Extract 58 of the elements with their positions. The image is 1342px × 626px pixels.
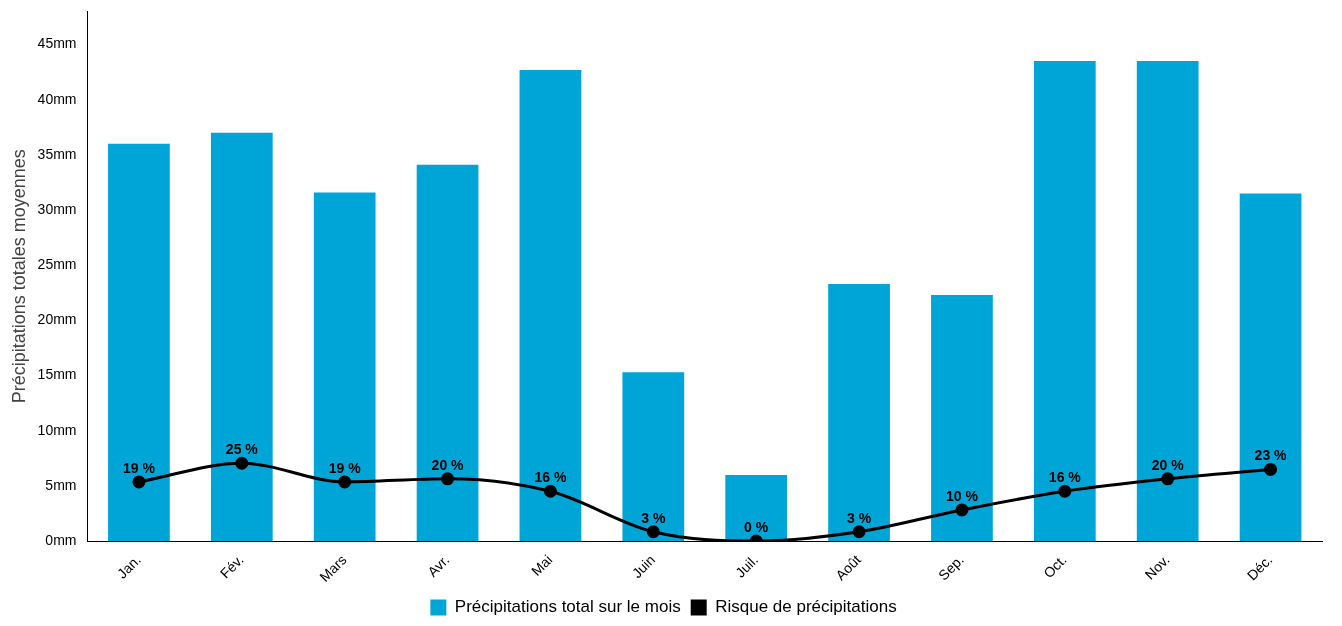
y-tick-label: 40mm <box>37 90 77 107</box>
x-tick-label: Nov. <box>1141 551 1173 583</box>
bar <box>622 372 685 542</box>
data-label: 20 % <box>431 456 465 473</box>
y-tick-label: 10mm <box>37 421 77 438</box>
point <box>132 475 146 489</box>
bar <box>416 164 479 542</box>
data-label: 0 % <box>744 518 769 535</box>
data-label: 16 % <box>1048 469 1082 486</box>
point <box>338 475 352 489</box>
data-label: 20 % <box>1151 456 1185 473</box>
x-tick-label: Juin <box>628 551 659 582</box>
y-axis-title: Précipitations totales moyennes <box>8 149 29 404</box>
y-tick-label: 35mm <box>37 145 77 162</box>
data-label: 25 % <box>225 441 259 458</box>
data-label: 3 % <box>641 509 666 526</box>
x-tick-label: Fév. <box>216 551 247 582</box>
x-tick-label: Sep. <box>935 551 967 584</box>
legend-label: Précipitations total sur le mois <box>454 597 681 617</box>
y-tick-label: 15mm <box>37 366 77 383</box>
data-label: 19 % <box>122 459 156 476</box>
x-tick-label: Oct. <box>1040 551 1070 582</box>
bar <box>931 295 993 542</box>
point <box>646 525 660 539</box>
point <box>441 472 455 486</box>
bar <box>519 69 582 542</box>
y-tick-label: 25mm <box>37 256 77 273</box>
data-label: 16 % <box>534 469 567 486</box>
point <box>1058 484 1072 498</box>
legend-label: Risque de précipitations <box>715 597 897 617</box>
y-tick-label: 20mm <box>37 311 77 328</box>
point <box>955 503 969 517</box>
data-label: 10 % <box>945 487 979 504</box>
point <box>1161 472 1175 486</box>
y-tick-label: 5mm <box>45 476 77 493</box>
bar <box>1136 61 1199 542</box>
bar <box>828 283 890 542</box>
data-label: 3 % <box>847 509 872 526</box>
point <box>235 456 249 470</box>
point <box>1264 462 1278 476</box>
bar <box>725 474 788 542</box>
y-tick-label: 30mm <box>37 200 77 217</box>
data-label: 19 % <box>328 459 362 476</box>
y-tick-label: 0mm <box>45 531 77 548</box>
bar <box>108 143 170 542</box>
bar <box>1239 193 1302 542</box>
point <box>543 484 557 498</box>
point <box>852 525 866 539</box>
x-tick-label: Juil. <box>732 551 762 581</box>
x-tick-label: Mai <box>528 551 556 579</box>
x-tick-label: Jan. <box>113 551 144 582</box>
data-label: 23 % <box>1254 447 1288 464</box>
bar <box>210 132 273 542</box>
bar <box>1033 61 1096 542</box>
x-tick-label: Avr. <box>424 551 453 580</box>
y-tick-label: 45mm <box>37 35 77 52</box>
bar <box>313 192 376 542</box>
x-tick-label: Déc. <box>1243 551 1276 584</box>
